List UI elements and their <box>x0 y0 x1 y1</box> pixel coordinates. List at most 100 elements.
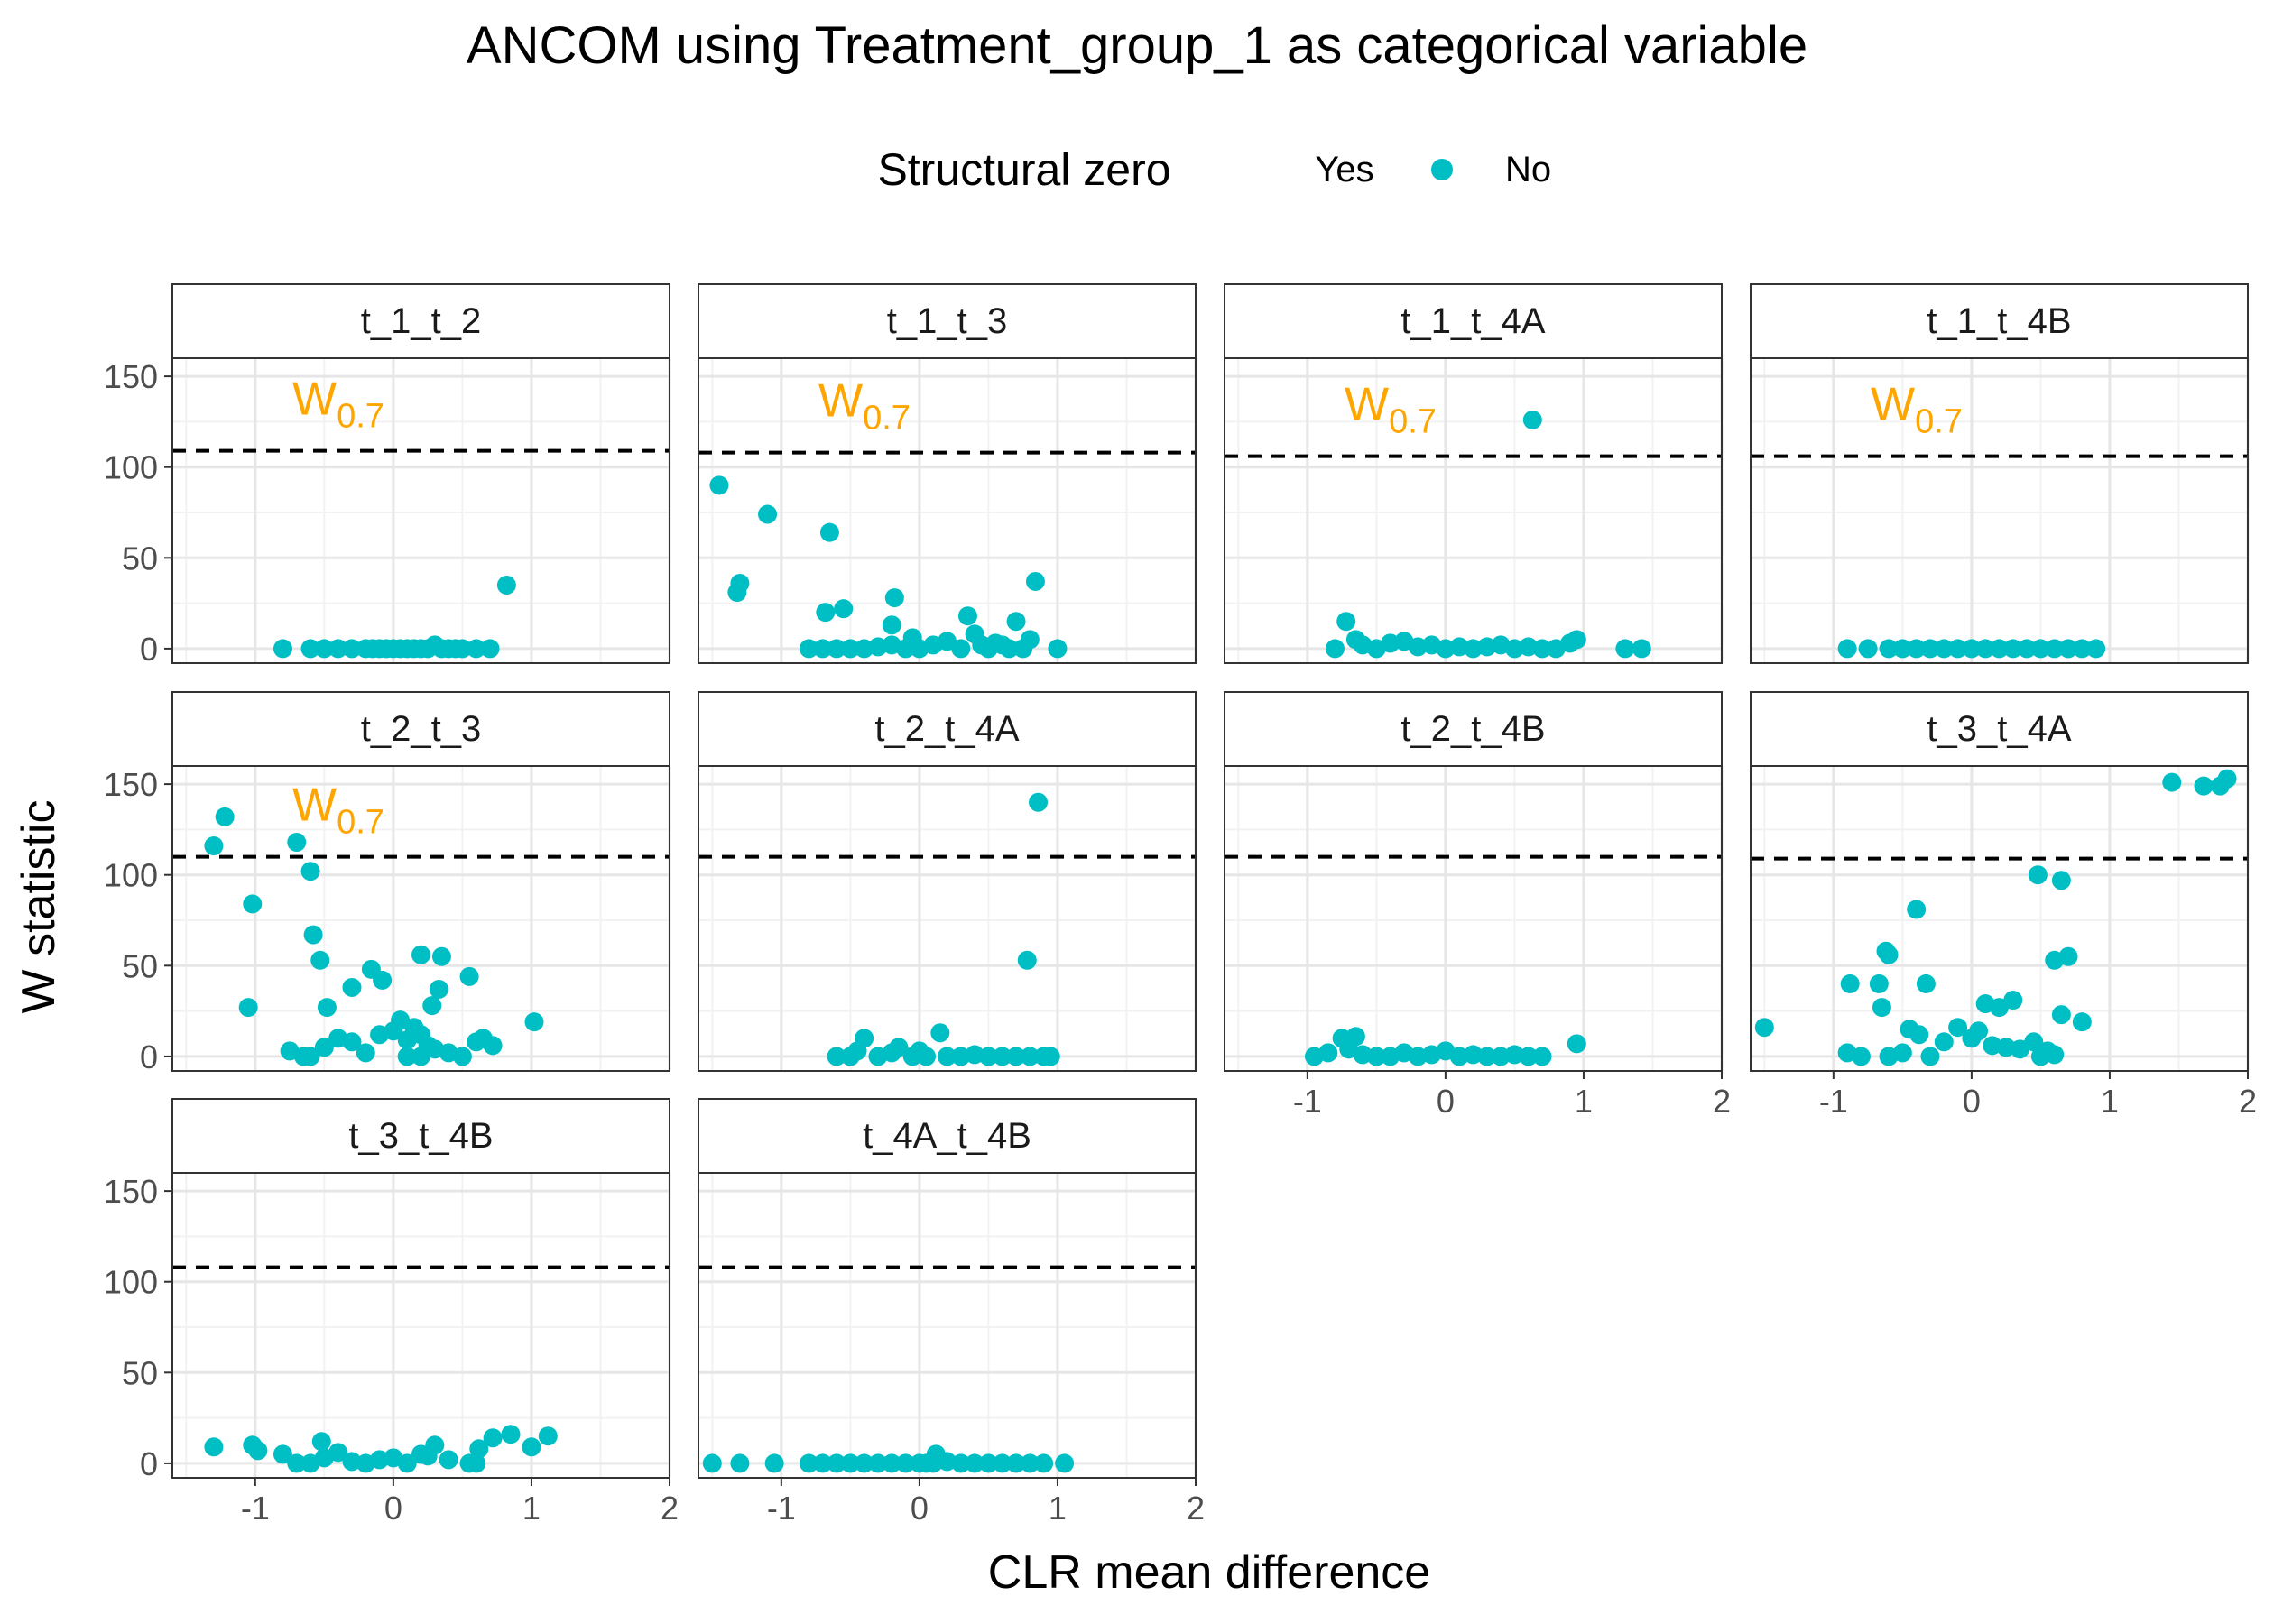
data-point <box>1892 1043 1912 1063</box>
legend-title: Structural zero <box>877 144 1170 195</box>
data-point <box>1983 1036 2002 1056</box>
facet-panel: t_3_t_4B 0 50 100 150 -1 0 1 2 <box>104 1098 679 1527</box>
y-tick-label: 150 <box>104 1173 158 1210</box>
x-tick-label: 1 <box>522 1490 541 1527</box>
data-point <box>303 925 323 945</box>
data-point <box>1567 1034 1586 1054</box>
data-point <box>2058 639 2078 659</box>
data-point <box>2058 946 2078 966</box>
panel-background <box>1225 358 1722 663</box>
data-point <box>1879 639 1899 659</box>
y-axis-label: W statistic <box>13 800 65 1014</box>
data-point <box>293 1047 313 1066</box>
data-point <box>1381 633 1400 653</box>
data-point <box>1464 639 1483 659</box>
data-point <box>1006 1047 1026 1066</box>
data-point <box>2051 1005 2071 1025</box>
facet-panel: t_4A_t_4B -1 0 1 2 <box>698 1098 1205 1527</box>
data-point <box>370 1450 390 1470</box>
data-point <box>951 1047 971 1066</box>
facet-strip <box>698 691 1197 767</box>
facet-strip-label: t_1_t_4A <box>1400 301 1545 341</box>
w-cutoff-subscript: 0.7 <box>337 398 384 436</box>
x-axis-label: CLR mean difference <box>988 1546 1430 1599</box>
data-point <box>1017 950 1037 970</box>
data-point <box>1532 1047 1552 1066</box>
data-point <box>397 1047 417 1066</box>
data-point <box>1366 1047 1386 1066</box>
data-point <box>834 599 854 619</box>
data-point <box>1962 639 1982 659</box>
x-tick-label: 1 <box>1575 1083 1593 1120</box>
data-point <box>2086 639 2106 659</box>
x-tick-label: 1 <box>1049 1490 1067 1527</box>
y-tick-label: 50 <box>122 540 158 577</box>
panel-background <box>1225 766 1722 1071</box>
data-point <box>1907 639 1927 659</box>
data-point <box>1449 1047 1469 1066</box>
x-tick-label: 2 <box>1713 1083 1731 1120</box>
data-point <box>1969 1021 1989 1041</box>
data-point <box>411 945 430 964</box>
data-point <box>1029 792 1049 812</box>
data-point <box>889 1038 909 1057</box>
data-point <box>439 1450 458 1470</box>
data-point <box>1909 1025 1929 1045</box>
data-point <box>813 1453 833 1473</box>
x-tick-label: 0 <box>384 1490 402 1527</box>
data-point <box>2051 871 2071 890</box>
panel-border <box>171 765 670 1072</box>
w-cutoff-subscript: 0.7 <box>1389 403 1437 441</box>
data-point <box>993 1453 1012 1473</box>
x-tick-label: -1 <box>1293 1083 1322 1120</box>
data-point <box>2045 639 2065 659</box>
data-point <box>342 1032 362 1052</box>
data-point <box>501 1425 521 1444</box>
data-point <box>422 996 442 1016</box>
facet-panel: t_3_t_4A -1 0 1 2 <box>1750 691 2257 1120</box>
data-point <box>1477 637 1497 657</box>
panel-border <box>1224 765 1723 1072</box>
data-point <box>709 475 729 495</box>
facet-panel: t_1_t_3W0.7 <box>698 283 1197 664</box>
data-point <box>993 1047 1012 1066</box>
data-point <box>1632 639 1651 659</box>
data-point <box>868 637 888 657</box>
data-point <box>827 1047 846 1066</box>
data-point <box>452 639 472 659</box>
data-point <box>1532 639 1552 659</box>
data-point <box>328 639 348 659</box>
data-point <box>2072 1012 2092 1032</box>
panel-border <box>1224 357 1723 664</box>
data-point <box>273 639 292 659</box>
x-tick-label: -1 <box>767 1490 796 1527</box>
data-point <box>215 807 235 826</box>
data-point <box>1055 1453 1075 1473</box>
data-point <box>1408 637 1428 657</box>
y-tick-label: 0 <box>140 1445 158 1482</box>
data-point <box>538 1426 558 1446</box>
data-point <box>1318 1043 1338 1063</box>
x-tick-label: 0 <box>1437 1083 1455 1120</box>
data-point <box>429 979 448 999</box>
data-point <box>2024 1032 2044 1052</box>
data-point <box>431 946 451 966</box>
data-point <box>1020 1047 1040 1066</box>
y-tick-label: 100 <box>104 857 158 894</box>
facet-panels: t_1_t_2W0.7050100150t_1_t_3W0.7t_1_t_4AW… <box>104 283 2257 1527</box>
facet-strip-label: t_2_t_4A <box>874 709 1019 749</box>
facet-strip <box>698 283 1197 359</box>
data-point <box>840 1453 860 1473</box>
data-point <box>896 1453 916 1473</box>
data-point <box>917 1047 937 1066</box>
y-tick-label: 50 <box>122 1354 158 1391</box>
panel-border <box>698 357 1197 664</box>
facet-strip-label: t_3_t_4A <box>1927 709 2071 749</box>
data-point <box>243 894 263 914</box>
data-point <box>314 1448 334 1468</box>
data-point <box>1006 1453 1026 1473</box>
data-point <box>1491 1047 1511 1066</box>
data-point <box>702 1453 722 1473</box>
panel-background <box>172 358 670 663</box>
